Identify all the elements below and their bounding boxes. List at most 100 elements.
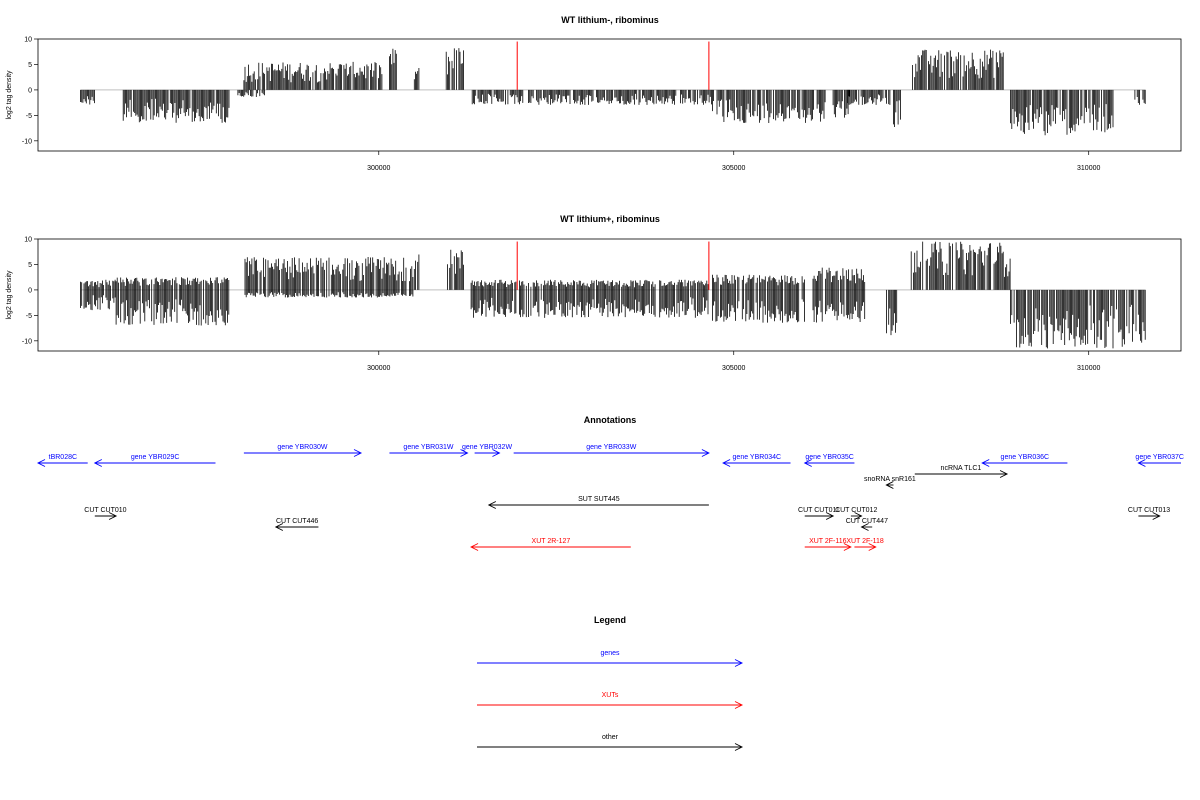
legend: Legend genes XUTs other <box>477 615 744 751</box>
feature-label: gene YBR033W <box>586 444 636 451</box>
feature-xut: XUT 2F-116 <box>804 538 852 551</box>
annotations-title: Annotations <box>584 415 637 425</box>
panel-title: WT lithium-, ribominus <box>561 15 659 25</box>
feature-label: gene YBR032W <box>462 444 512 451</box>
feature-xut: XUT 2F-118 <box>846 538 884 551</box>
y-axis-label: log2 tag density <box>6 70 13 120</box>
feature-label: XUT 2F-116 <box>809 538 847 545</box>
feature-label: tBR028C <box>49 454 77 461</box>
density-bar-group <box>244 257 414 298</box>
legend-label: other <box>602 734 619 741</box>
arrow-head <box>885 481 894 489</box>
feature-other: snoRNA snR161 <box>864 476 916 489</box>
feature-label: XUT 2R-127 <box>532 538 571 545</box>
y-tick-label: 5 <box>28 62 32 69</box>
feature-label: XUT 2F-118 <box>846 538 884 545</box>
density-bar-group <box>470 279 709 318</box>
annotations-panel: Annotations tBR028C gene YBR029C gene YBR0… <box>36 415 1184 551</box>
density-bar-group <box>122 89 230 123</box>
feature-gene: gene YBR034C <box>722 454 791 467</box>
feature-gene: gene YBR032W <box>462 444 512 457</box>
density-bar-group <box>389 48 397 90</box>
feature-label: SUT SUT445 <box>578 496 620 503</box>
x-tick-label: 305000 <box>722 365 745 372</box>
legend-item: other <box>477 734 744 751</box>
arrow-head <box>460 449 469 457</box>
density-bar-group <box>80 89 95 105</box>
density-bar-group <box>243 61 383 90</box>
density-bar-group <box>886 289 898 336</box>
feature-gene: gene YBR035C <box>803 454 855 467</box>
feature-other: CUT CUT011 <box>798 507 840 520</box>
arrow-head <box>803 459 812 467</box>
feature-label: gene YBR037C <box>1135 454 1184 461</box>
feature-label: gene YBR031W <box>403 444 453 451</box>
arrow-head <box>108 512 118 520</box>
plot-frame <box>37 238 1182 352</box>
density-bars <box>80 241 1146 349</box>
density-bar-group <box>893 89 901 127</box>
arrow-head <box>487 501 497 509</box>
y-tick-label: -5 <box>26 113 32 120</box>
feature-gene: gene YBR031W <box>389 444 469 457</box>
density-bar-group <box>910 241 1011 290</box>
feature-gene: tBR028C <box>36 454 88 467</box>
feature-other: CUT CUT446 <box>274 518 319 531</box>
feature-xut: XUT 2R-127 <box>470 538 631 551</box>
feature-label: CUT CUT011 <box>798 507 840 514</box>
feature-label: gene YBR036C <box>1001 454 1050 461</box>
arrow-head <box>981 459 990 467</box>
feature-other: SUT SUT445 <box>487 496 709 509</box>
arrow-head <box>353 449 363 457</box>
feature-label: gene YBR035C <box>805 454 854 461</box>
arrow-head <box>999 470 1009 478</box>
feature-other: CUT CUT013 <box>1128 507 1170 520</box>
track-panel-lithium-minus: WT lithium-, ribominus log2 tag density … <box>6 15 1182 172</box>
y-tick-label: -10 <box>22 138 32 145</box>
arrow-head <box>93 459 102 467</box>
legend-item: XUTs <box>477 692 744 709</box>
arrow-head <box>722 459 731 467</box>
legend-title: Legend <box>594 615 626 625</box>
feature-gene: gene YBR029C <box>93 454 216 467</box>
legend-label: genes <box>600 650 620 657</box>
x-tick-label: 305000 <box>722 165 745 172</box>
density-bar-group <box>237 89 265 97</box>
feature-label: CUT CUT013 <box>1128 507 1170 514</box>
y-tick-label: 10 <box>24 237 32 244</box>
y-tick-label: 0 <box>28 287 32 294</box>
density-bar-group <box>447 249 464 290</box>
density-bar-group <box>832 89 850 118</box>
density-bar-group <box>1010 289 1146 349</box>
density-bar-group <box>712 89 826 123</box>
density-bar-group <box>471 89 712 105</box>
feature-label: gene YBR034C <box>733 454 782 461</box>
feature-other: CUT CUT012 <box>835 507 877 520</box>
feature-other: CUT CUT010 <box>84 507 127 520</box>
feature-other: ncRNA TLC1 <box>914 465 1009 478</box>
feature-label: CUT CUT446 <box>276 518 318 525</box>
y-tick-label: 0 <box>28 87 32 94</box>
red-markers <box>516 41 710 90</box>
density-bar-group <box>912 49 1004 90</box>
x-tick-label: 310000 <box>1077 365 1100 372</box>
arrow-head <box>825 512 835 520</box>
feature-gene: gene YBR037C <box>1135 454 1184 467</box>
density-bar-group <box>80 279 116 311</box>
y-tick-label: -10 <box>22 338 32 345</box>
panel-title: WT lithium+, ribominus <box>560 214 660 224</box>
x-tick-label: 300000 <box>367 365 390 372</box>
density-bar-group <box>413 68 420 90</box>
feature-label: CUT CUT010 <box>84 507 126 514</box>
arrow-head <box>274 523 284 531</box>
feature-label: CUT CUT012 <box>835 507 877 514</box>
feature-gene: gene YBR033W <box>513 444 710 457</box>
feature-list: tBR028C gene YBR029C gene YBR030W gene YBR0… <box>36 444 1184 551</box>
feature-other: CUT CUT447 <box>846 518 888 531</box>
y-axis: 10 5 0 -5 -10 <box>22 37 38 145</box>
feature-label: gene YBR030W <box>277 444 327 451</box>
legend-items: genes XUTs other <box>477 650 744 751</box>
density-bar-group <box>846 89 891 105</box>
density-bar-group <box>1010 89 1114 136</box>
